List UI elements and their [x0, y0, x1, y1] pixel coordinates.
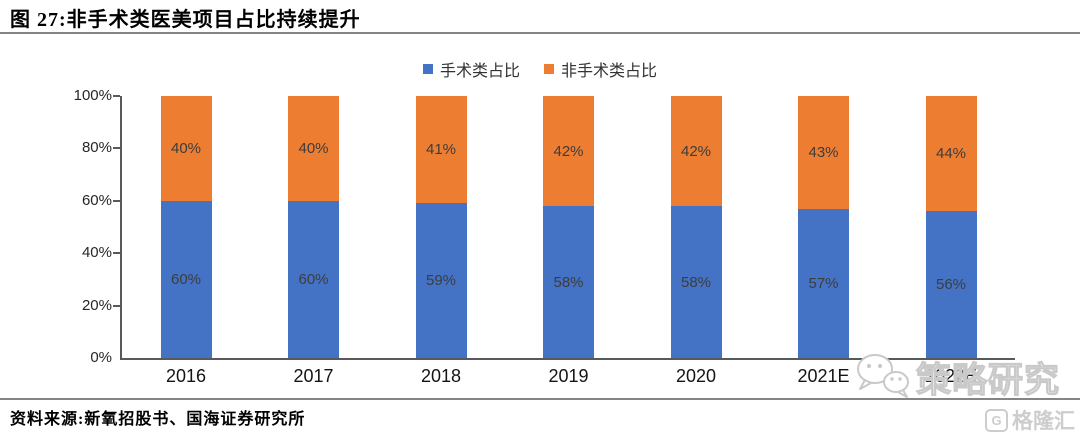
bar-data-label: 57%: [808, 274, 839, 292]
x-axis-category-label: 2017: [293, 366, 334, 386]
bar-segment: 42%: [670, 96, 722, 207]
y-axis-tick: [113, 252, 120, 255]
bar-data-label: 43%: [808, 143, 839, 161]
source-note: 资料来源:新氧招股书、国海证券研究所: [10, 411, 306, 428]
bar-segment: 60%: [160, 200, 212, 358]
y-axis-tick-label: 60%: [81, 191, 112, 209]
y-axis-tick-label: 0%: [90, 349, 112, 366]
legend-item: 非手术类占比: [544, 57, 657, 81]
legend-label: 非手术类占比: [561, 63, 658, 80]
bar-segment: 58%: [543, 206, 594, 358]
y-axis-tick-label: 80%: [81, 139, 112, 157]
bar-data-label: 60%: [298, 270, 329, 288]
bar-data-label: 40%: [170, 139, 202, 157]
legend-label: 手术类占比: [439, 63, 520, 80]
legend-swatch: [544, 64, 554, 74]
x-axis-category-label: 2016: [165, 366, 207, 386]
gelonghui-name: 格隆汇: [1012, 410, 1075, 433]
gelonghui-icon: G: [985, 408, 1008, 432]
bar-data-label: 41%: [425, 141, 457, 159]
gelonghui-logo: G 格隆汇: [985, 405, 1075, 435]
bar-segment: 41%: [415, 96, 467, 204]
bar-segment: 57%: [798, 208, 849, 358]
y-axis-tick: [113, 95, 120, 97]
x-axis-category-label: 2019: [548, 366, 589, 386]
y-axis-tick: [113, 147, 120, 150]
x-axis-category-label: 2018: [420, 366, 462, 386]
y-axis-tick: [113, 199, 120, 202]
bar-segment: 40%: [160, 96, 212, 201]
wechat-watermark: 策略研究: [852, 351, 1060, 404]
bar-segment: 40%: [288, 96, 339, 201]
bar-segment: 58%: [670, 206, 722, 358]
bar-segment: 44%: [925, 96, 977, 212]
bar-data-label: 60%: [170, 270, 202, 288]
bar-data-label: 42%: [680, 142, 712, 160]
y-axis-tick: [113, 304, 120, 307]
y-axis-tick-label: 40%: [81, 244, 112, 262]
bar-data-label: 59%: [425, 272, 457, 290]
bar-segment: 60%: [288, 200, 339, 358]
bar-segment: 59%: [415, 203, 467, 358]
bar-data-label: 42%: [553, 142, 584, 160]
bar-data-label: 44%: [935, 145, 967, 163]
x-axis-category-label: 2022E: [924, 366, 978, 386]
bar-data-label: 58%: [553, 273, 584, 291]
figure-title: 图 27:非手术类医美项目占比持续提升: [10, 9, 361, 31]
x-axis-category-label: 2020: [675, 366, 717, 386]
bar-data-label: 58%: [680, 273, 712, 291]
bar-segment: 56%: [925, 211, 977, 358]
y-axis-tick-label: 20%: [81, 296, 112, 314]
y-axis-tick-label: 100%: [73, 87, 112, 104]
chart-legend: 手术类占比 非手术类占比: [0, 57, 1080, 81]
legend-item: 手术类占比: [422, 57, 520, 81]
title-divider: [0, 32, 1080, 34]
legend-swatch: [422, 64, 433, 74]
source-divider: [0, 398, 1080, 400]
wechat-icon: [852, 351, 912, 404]
bar-data-label: 40%: [298, 139, 329, 157]
bar-segment: 42%: [543, 96, 594, 207]
bar-segment: 43%: [798, 96, 849, 209]
watermark-text: 策略研究: [915, 360, 1061, 400]
y-axis-line: [120, 96, 122, 358]
bar-data-label: 56%: [935, 276, 967, 294]
x-axis-line: [120, 358, 1015, 360]
x-axis-category-label: 2021E: [797, 366, 850, 386]
